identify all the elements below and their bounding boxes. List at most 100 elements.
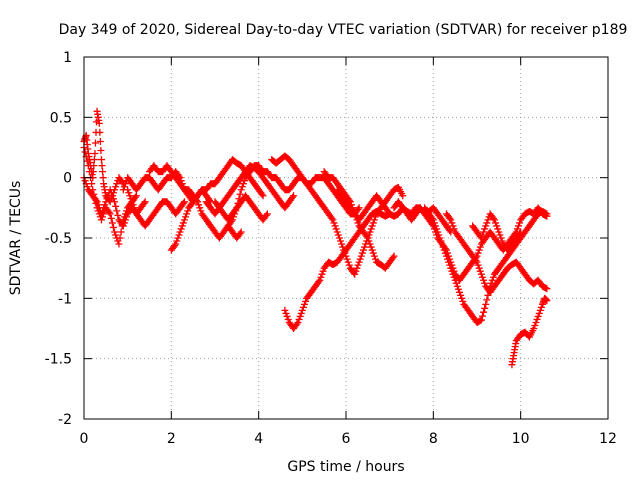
data-point bbox=[262, 211, 270, 219]
data-point bbox=[298, 306, 306, 314]
data-point bbox=[450, 225, 458, 233]
data-point bbox=[449, 222, 457, 230]
data-point bbox=[516, 219, 524, 227]
data-point bbox=[429, 216, 437, 224]
data-point bbox=[125, 189, 133, 197]
data-point bbox=[180, 216, 188, 224]
data-point bbox=[93, 198, 101, 206]
data-point bbox=[97, 147, 105, 155]
data-point bbox=[120, 183, 128, 191]
data-point bbox=[370, 252, 378, 260]
data-point bbox=[484, 216, 492, 224]
data-point bbox=[319, 267, 327, 275]
data-point bbox=[115, 240, 123, 248]
axis-ticks bbox=[83, 56, 609, 420]
data-point bbox=[513, 225, 521, 233]
data-point bbox=[237, 186, 245, 194]
data-point bbox=[173, 237, 181, 245]
data-point bbox=[354, 261, 362, 269]
data-point bbox=[283, 312, 291, 320]
data-point bbox=[351, 270, 359, 278]
data-point bbox=[338, 240, 346, 248]
data-point bbox=[171, 242, 179, 250]
data-point bbox=[476, 243, 484, 251]
data-point bbox=[399, 192, 407, 200]
data-point bbox=[231, 210, 239, 218]
data-point bbox=[296, 312, 304, 320]
data-point bbox=[109, 223, 117, 231]
data-point bbox=[101, 201, 109, 209]
data-point bbox=[474, 249, 482, 257]
data-point bbox=[434, 228, 442, 236]
series-track-4 bbox=[119, 168, 215, 206]
data-point bbox=[132, 192, 140, 200]
data-point bbox=[109, 195, 117, 203]
y-tick-label: 0.5 bbox=[50, 110, 72, 126]
data-point bbox=[113, 180, 121, 188]
data-point bbox=[432, 222, 440, 230]
data-point bbox=[94, 201, 102, 209]
data-point bbox=[333, 228, 341, 236]
data-point bbox=[129, 201, 137, 209]
data-point bbox=[444, 249, 452, 257]
data-point bbox=[113, 207, 121, 215]
data-point bbox=[445, 252, 453, 260]
data-point bbox=[533, 315, 541, 323]
data-point bbox=[366, 228, 374, 236]
data-point bbox=[477, 316, 485, 324]
x-axis-label: GPS time / hours bbox=[287, 459, 404, 475]
data-point bbox=[495, 228, 503, 236]
data-point bbox=[494, 225, 502, 233]
data-point bbox=[316, 276, 324, 284]
data-point bbox=[90, 156, 98, 164]
data-point bbox=[430, 219, 438, 227]
data-point bbox=[343, 255, 351, 263]
data-point bbox=[481, 304, 489, 312]
data-point bbox=[131, 193, 139, 201]
data-point bbox=[358, 249, 366, 257]
data-point bbox=[121, 180, 129, 188]
data-point bbox=[118, 178, 126, 186]
data-point bbox=[228, 216, 236, 224]
data-point bbox=[433, 225, 441, 233]
data-point bbox=[297, 309, 305, 317]
data-point bbox=[369, 249, 377, 257]
data-point bbox=[174, 234, 182, 242]
data-point bbox=[531, 321, 539, 329]
data-point bbox=[237, 228, 245, 236]
data-point bbox=[516, 229, 524, 237]
data-point bbox=[448, 261, 456, 269]
data-point bbox=[446, 214, 454, 222]
data-point bbox=[103, 195, 111, 203]
data-point bbox=[334, 231, 342, 239]
data-point bbox=[490, 216, 498, 224]
data-point bbox=[227, 217, 235, 225]
y-tick-label: 1 bbox=[63, 50, 72, 66]
data-point bbox=[236, 190, 244, 198]
data-point bbox=[367, 243, 375, 251]
series-track-16 bbox=[421, 204, 551, 284]
y-axis-label: SDTVAR / TECUs bbox=[8, 181, 24, 296]
series-track-17 bbox=[442, 210, 551, 296]
data-point bbox=[371, 255, 379, 263]
data-point bbox=[355, 204, 363, 212]
y-tick-label: -0.5 bbox=[45, 231, 72, 247]
tick-labels: 0 2 4 6 8 10 12 -2 -1.5 -1 -0.5 0 0.5 1 bbox=[45, 50, 617, 447]
data-point bbox=[473, 258, 481, 266]
data-point bbox=[514, 222, 522, 230]
data-point bbox=[517, 228, 525, 236]
data-point bbox=[141, 198, 149, 206]
data-point bbox=[447, 216, 455, 224]
data-point bbox=[290, 192, 298, 200]
data-point bbox=[230, 213, 238, 221]
data-point bbox=[116, 234, 124, 242]
series-track-6 bbox=[146, 162, 245, 242]
data-point bbox=[112, 231, 120, 239]
data-point bbox=[106, 186, 114, 194]
data-point bbox=[131, 207, 139, 215]
data-point bbox=[105, 208, 113, 216]
data-point bbox=[475, 264, 483, 272]
data-point bbox=[119, 222, 127, 230]
